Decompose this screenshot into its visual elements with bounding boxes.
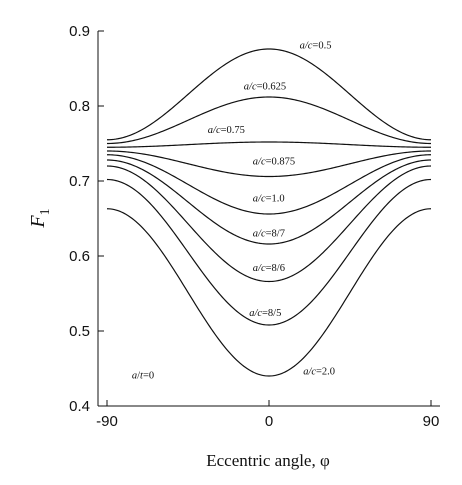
series-label-var: a/c [303, 367, 316, 378]
series-label-var: a/c [249, 308, 262, 319]
series-label-value: =0.5 [312, 40, 331, 51]
series-label: a/c=0.625 [244, 82, 286, 93]
series-label-var: a/c [253, 193, 266, 204]
annotation-a-t: a/t=0 [132, 370, 154, 381]
annotation-var-a: a [132, 370, 137, 381]
series-line [106, 154, 432, 215]
series-line [107, 141, 431, 148]
y-tick-label: 0.9 [69, 23, 90, 40]
y-axis-title-sub: 1 [38, 208, 53, 215]
y-axis-title-main: F [27, 215, 49, 229]
series-label-var: a/c [208, 125, 221, 136]
series-label-value: =8/7 [266, 229, 285, 240]
x-tick-label: 90 [423, 413, 440, 430]
y-tick-label: 0.8 [69, 98, 90, 115]
series-line [106, 159, 432, 245]
series-label-var: a/c [253, 263, 266, 274]
series-label-value: =2.0 [316, 367, 335, 378]
series-label-var: a/c [253, 157, 266, 168]
series-line [106, 208, 432, 377]
y-axis-title: F1 [27, 208, 53, 228]
series-label-value: =0.625 [257, 82, 287, 93]
series-label: a/c=8/5 [249, 308, 281, 319]
series-label: a/c=0.5 [300, 40, 332, 51]
curve-labels: a/c=0.5a/c=0.625a/c=0.75a/c=0.875a/c=1.0… [208, 40, 335, 377]
series-line [106, 96, 432, 145]
series-label-var: a/c [253, 229, 266, 240]
series-label-value: =1.0 [266, 193, 285, 204]
series-label: a/c=8/6 [253, 263, 285, 274]
series-label: a/c=2.0 [303, 367, 335, 378]
x-tick-label: -90 [96, 413, 118, 430]
annotation-slash: / [137, 370, 140, 381]
y-tick-label: 0.6 [69, 248, 90, 265]
series-label: a/c=0.875 [253, 157, 295, 168]
series-label: a/c=0.75 [208, 125, 245, 136]
y-tick-label: 0.7 [69, 173, 90, 190]
series-label-var: a/c [300, 40, 313, 51]
series-label-value: =0.875 [266, 157, 296, 168]
x-tick-label: 0 [265, 413, 273, 430]
series-line [106, 178, 432, 326]
series-label-var: a/c [244, 82, 257, 93]
series-line [106, 165, 432, 283]
curves [106, 48, 432, 377]
series-label-value: =8/5 [262, 308, 281, 319]
y-tick-label: 0.4 [69, 398, 90, 415]
series-line [106, 48, 432, 141]
annotation-var-t: t [140, 370, 144, 381]
series-label-value: =0.75 [221, 125, 245, 136]
series-label: a/c=1.0 [253, 193, 285, 204]
series-line [106, 150, 432, 178]
y-tick-label: 0.5 [69, 323, 90, 340]
axis-ticks: 0.4 0.5 0.6 0.7 0.8 0.9 -90 0 90 [69, 23, 439, 430]
annotation-value: =0 [143, 370, 154, 381]
series-label: a/c=8/7 [253, 229, 285, 240]
series-label-value: =8/6 [266, 263, 285, 274]
svg-text:F1: F1 [27, 208, 53, 228]
x-axis-title: Eccentric angle, φ [206, 451, 330, 470]
